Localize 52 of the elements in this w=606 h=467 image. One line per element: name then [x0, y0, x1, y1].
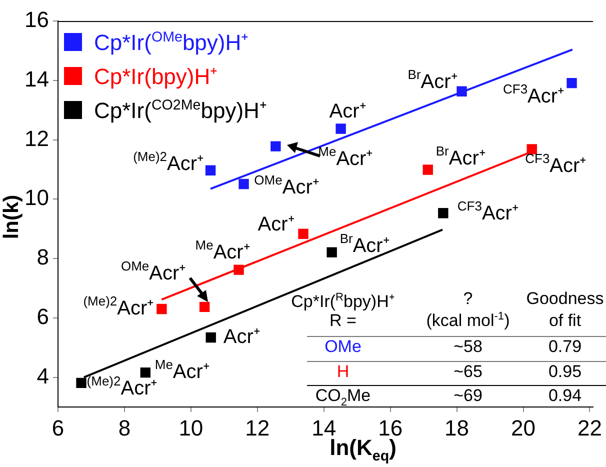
annotation: ?	[463, 289, 473, 309]
point	[76, 378, 86, 388]
annotation: 0.95	[548, 362, 582, 382]
annotation: H	[336, 362, 350, 382]
annotation: Cp*Ir($^{R}$bpy)H⁺	[291, 290, 395, 312]
point	[234, 264, 244, 275]
x-tick-label: 20	[511, 415, 536, 440]
legend-label: Cp*Ir(bpy)H⁺	[93, 63, 218, 91]
point	[270, 141, 281, 152]
annotation: 0.94	[548, 386, 582, 406]
point	[526, 144, 537, 154]
annotation: ~69	[454, 386, 482, 406]
point	[336, 124, 346, 134]
annotation: ~65	[454, 362, 482, 382]
annotation: Acr⁺	[223, 326, 260, 348]
y-axis-title: ln(k)	[0, 194, 24, 240]
annotation: ~58	[454, 337, 482, 357]
annotation: R =	[330, 311, 356, 331]
annotation: OMe	[324, 337, 362, 357]
annotation: Acr⁺	[258, 213, 295, 236]
y-tick-label: 16	[24, 7, 49, 32]
annotation: Goodness	[526, 289, 604, 309]
point	[238, 178, 249, 190]
legend-label: Cp*Ir($^{OMe}$bpy)H⁺	[93, 28, 250, 57]
annotation: CO$_{2}$Me	[315, 386, 371, 408]
annotation: (kcal mol$^{-1}$)	[426, 310, 510, 331]
point	[566, 78, 577, 88]
y-tick-label: 10	[24, 185, 49, 210]
point	[456, 86, 467, 96]
x-tick-label: 12	[245, 415, 270, 440]
legend-label: Cp*Ir($^{CO2Me}$bpy)H⁺	[93, 96, 266, 125]
annotation: Acr⁺	[329, 100, 366, 122]
point	[140, 367, 150, 378]
x-tick-label: 8	[118, 415, 131, 440]
point	[326, 247, 337, 258]
annotation: of fit	[548, 311, 582, 331]
point	[438, 208, 448, 218]
y-tick-label: 12	[24, 126, 49, 151]
point	[156, 304, 167, 314]
y-tick-label: 4	[36, 363, 49, 388]
x-tick-label: 18	[444, 415, 470, 440]
point	[205, 165, 216, 176]
y-tick-label: 8	[36, 244, 49, 270]
y-tick-label: 6	[36, 304, 49, 329]
annotation: 0.79	[548, 337, 582, 357]
x-tick-label: 22	[577, 415, 602, 440]
point	[298, 228, 308, 239]
point	[422, 164, 433, 175]
x-tick-label: 10	[178, 415, 204, 440]
y-tick-label: 14	[24, 66, 49, 92]
point	[199, 302, 210, 312]
point	[206, 332, 216, 343]
